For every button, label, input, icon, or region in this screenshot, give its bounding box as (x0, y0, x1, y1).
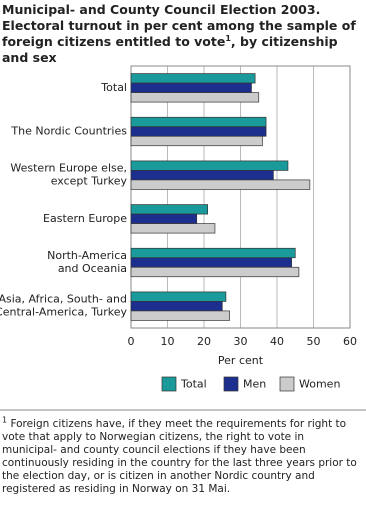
bar (130, 170, 274, 181)
x-tick-label: 50 (307, 335, 321, 348)
bar (130, 291, 227, 302)
legend-label: Women (299, 378, 340, 391)
x-tick-label: 30 (234, 335, 248, 348)
bar (130, 179, 311, 190)
footnote: 1 Foreign citizens have, if they meet th… (2, 415, 362, 496)
footnote-mark: 1 (225, 33, 231, 43)
y-tick-label: Western Europe else, (10, 162, 127, 175)
bar (130, 73, 256, 84)
bar (130, 266, 300, 278)
bar (130, 92, 260, 103)
x-tick-label: 20 (197, 335, 211, 348)
plot-frame (130, 65, 351, 329)
y-tick-label: and Oceania (58, 262, 127, 275)
y-tick-label: The Nordic Countries (10, 125, 127, 138)
x-tick-label: 40 (270, 335, 284, 348)
y-tick-label: except Turkey (51, 175, 128, 188)
y-tick-label: Total (100, 81, 127, 94)
x-tick-label: 0 (128, 335, 135, 348)
y-tick-label: Central-America, Turkey (0, 306, 127, 319)
bar (130, 247, 296, 259)
legend-swatch (223, 376, 239, 392)
legend-label: Men (243, 378, 266, 391)
title-suffix: , by citizenship and sex (2, 34, 338, 65)
footnote-text: Foreign citizens have, if they meet the … (2, 418, 357, 495)
bar (130, 223, 216, 234)
bar (130, 257, 292, 268)
bar (130, 116, 267, 128)
title-text: Municipal- and County Council Election 2… (2, 2, 356, 49)
bar (130, 126, 267, 137)
bar (130, 301, 223, 312)
chart-title: Municipal- and County Council Election 2… (2, 2, 362, 66)
bar (130, 204, 209, 215)
legend-label: Total (180, 378, 207, 391)
bar (130, 160, 289, 171)
footnote-mark: 1 (2, 415, 8, 425)
x-axis-label: Per cent (218, 354, 264, 367)
bar (130, 213, 198, 224)
legend-swatch (279, 376, 295, 392)
x-tick-label: 60 (343, 335, 357, 348)
bar (130, 135, 263, 147)
y-tick-label: Eastern Europe (43, 212, 127, 225)
x-tick-label: 10 (161, 335, 175, 348)
bar (130, 310, 230, 321)
bar (130, 82, 252, 93)
legend-swatch (161, 376, 177, 392)
y-tick-label: North-America (47, 249, 127, 262)
y-tick-label: Asia, Africa, South- and (0, 293, 127, 306)
